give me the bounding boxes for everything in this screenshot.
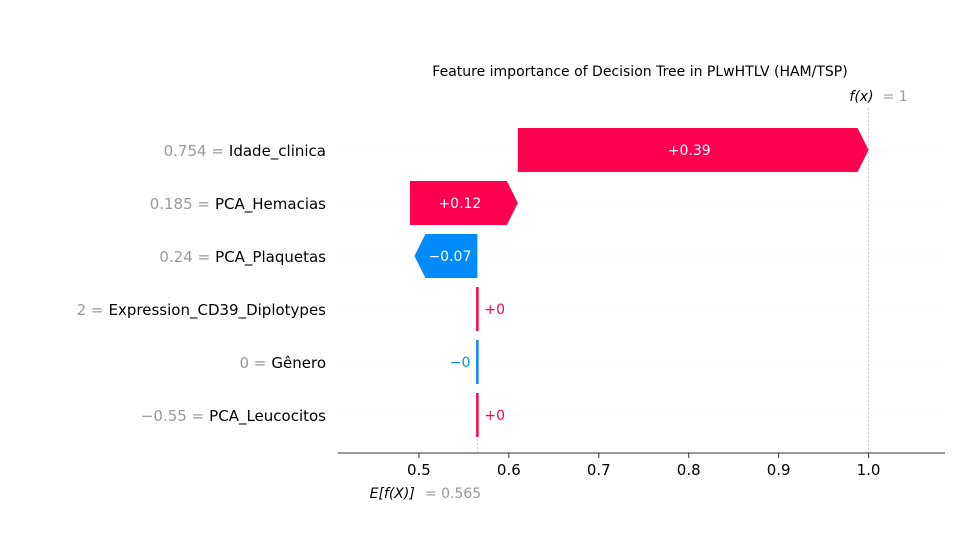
chart-title: Feature importance of Decision Tree in P…	[432, 64, 847, 80]
feature-value: 0.185 =	[150, 195, 210, 213]
base-value-label: E[f(X)] = 0.565	[370, 483, 482, 502]
feature-value: 2 =	[77, 301, 104, 319]
contribution-bar	[409, 181, 518, 225]
feature-value: 0.754 =	[164, 142, 224, 160]
feature-label: −0.55 = PCA_Leucocitos	[141, 407, 326, 426]
feature-name: PCA_Plaquetas	[215, 248, 326, 267]
feature-name: Gênero	[271, 354, 326, 372]
x-tick-label: 0.9	[767, 461, 791, 479]
x-axis-ticks: 0.5 0.6 0.7 0.8 0.9 1.0	[407, 453, 880, 479]
feature-label: 2 = Expression_CD39_Diplotypes	[77, 301, 327, 320]
base-value-prefix: E[f(X)]	[370, 486, 415, 502]
contribution-label: −0	[450, 355, 471, 371]
feature-label: 0.754 = Idade_clinica	[164, 142, 326, 161]
contribution-label: +0.12	[438, 196, 481, 212]
feature-label: 0.185 = PCA_Hemacias	[150, 195, 326, 214]
base-value-text: = 0.565	[425, 486, 481, 502]
contribution-label: +0	[484, 408, 505, 424]
x-tick-label: 0.5	[407, 461, 431, 479]
x-tick-label: 0.8	[677, 461, 701, 479]
contribution-label: −0.07	[428, 249, 471, 265]
feature-value: 0 =	[240, 354, 267, 372]
feature-name: Expression_CD39_Diplotypes	[109, 301, 327, 320]
x-tick-label: 0.6	[497, 461, 521, 479]
output-value-prefix: f(x)	[849, 89, 873, 105]
x-tick-label: 0.7	[587, 461, 611, 479]
feature-value: 0.24 =	[159, 248, 210, 266]
feature-label: 0.24 = PCA_Plaquetas	[159, 248, 326, 267]
feature-name: PCA_Leucocitos	[209, 407, 326, 426]
guide-lines	[476, 108, 870, 453]
feature-label: 0 = Gênero	[240, 354, 327, 372]
contribution-bar	[414, 234, 478, 278]
feature-name: Idade_clinica	[229, 142, 326, 161]
contribution-bars	[409, 128, 869, 437]
x-tick-label: 1.0	[857, 461, 881, 479]
feature-name: PCA_Hemacias	[215, 195, 326, 214]
output-value-label: f(x) = 1	[849, 86, 907, 105]
feature-value: −0.55 =	[141, 407, 204, 425]
x-axis: 0.5 0.6 0.7 0.8 0.9 1.0	[338, 452, 945, 479]
contribution-bar	[517, 128, 869, 172]
contribution-label: +0.39	[668, 143, 711, 159]
contribution-labels: +0.39 +0.12 −0.07 +0 −0 +0	[428, 143, 710, 424]
contribution-label: +0	[484, 302, 505, 318]
output-value-text: = 1	[883, 89, 908, 105]
